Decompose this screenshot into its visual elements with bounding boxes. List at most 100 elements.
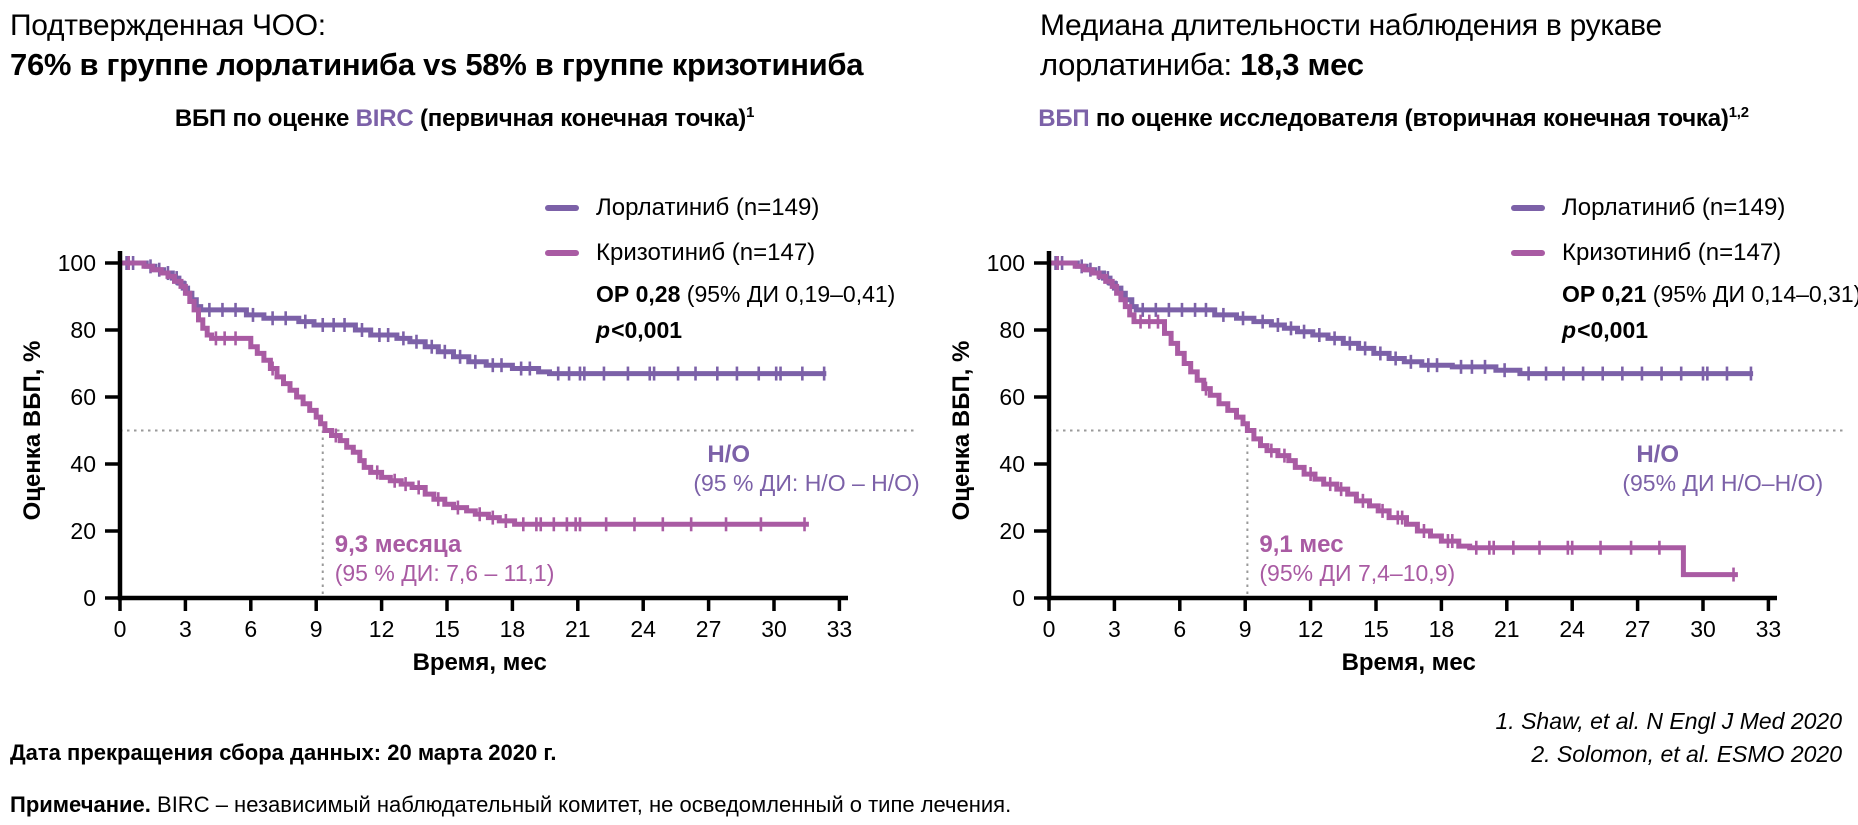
y-tick-label: 60 bbox=[999, 384, 1025, 410]
x-axis-label: Время, мес bbox=[1342, 649, 1476, 676]
x-tick-label: 0 bbox=[1043, 616, 1056, 642]
legend-item-lorlatinib: Лорлатиниб (n=149) bbox=[1511, 185, 1858, 230]
header-right: Медиана длительности наблюдения в рукаве… bbox=[1040, 6, 1850, 85]
p-value-text: p<0,001 bbox=[1562, 317, 1649, 343]
chart-title-accent: BIRC bbox=[355, 105, 414, 132]
header-right-line1: Медиана длительности наблюдения в рукаве bbox=[1040, 9, 1662, 42]
median-annotation-ci: (95% ДИ 7,4–10,9) bbox=[1259, 560, 1455, 586]
legend-swatch-lorlatinib bbox=[545, 204, 579, 211]
chart-title: ВБП по оценке BIRC (первичная конечная т… bbox=[0, 105, 929, 133]
median-annotation-ci: (95 % ДИ: 7,6 – 11,1) bbox=[335, 560, 555, 586]
x-tick-label: 27 bbox=[1625, 616, 1651, 642]
legend-label: Лорлатиниб (n=149) bbox=[596, 193, 820, 221]
median-annotation-label: 9,1 мес bbox=[1259, 531, 1343, 558]
reference-2: 2. Solomon, et al. ESMO 2020 bbox=[1531, 741, 1842, 767]
km-plot: 0 20 40 60 80 100 0 3 6 9 12 15 18 21 24 27 30 33 Время, м… bbox=[948, 250, 1845, 676]
legend: Лорлатиниб (n=149) Кризотиниб (n=147) ОР 0… bbox=[545, 185, 895, 344]
data-cutoff-note: Дата прекращения сбора данных: 20 марта … bbox=[10, 740, 557, 765]
censor-ticks-crizotinib bbox=[127, 256, 806, 532]
header-left: Подтвержденная ЧОО: 76% в группе лорлати… bbox=[10, 6, 930, 85]
censor-ticks-lorlatinib bbox=[125, 256, 826, 381]
chart-title-text: по оценке исследователя (вторичная конеч… bbox=[1089, 105, 1729, 132]
median-annotation-label: 9,3 месяца bbox=[335, 531, 462, 558]
y-tick-label: 80 bbox=[999, 317, 1025, 343]
header-left-line2: 76% в группе лорлатиниба vs 58% в группе… bbox=[10, 47, 864, 82]
footnote-label: Примечание. bbox=[10, 792, 151, 817]
hazard-ratio-text: ОР 0,28 (95% ДИ 0,19–0,41) bbox=[596, 281, 896, 307]
chart-title-text: (первичная конечная точка) bbox=[413, 105, 747, 132]
x-tick-label: 33 bbox=[1756, 616, 1782, 642]
x-tick-label: 24 bbox=[630, 616, 656, 642]
chart-title-accent: ВБП bbox=[1038, 105, 1090, 132]
x-tick-label: 18 bbox=[1429, 616, 1455, 642]
y-tick-label: 20 bbox=[70, 518, 96, 544]
y-tick-label: 40 bbox=[999, 451, 1025, 477]
km-curve-crizotinib bbox=[1049, 260, 1738, 578]
legend-label: Кризотиниб (n=147) bbox=[1562, 238, 1782, 266]
x-tick-label: 12 bbox=[369, 616, 395, 642]
chart-title: ВБП по оценке исследователя (вторичная к… bbox=[929, 105, 1858, 133]
legend-label: Кризотиниб (n=147) bbox=[596, 238, 816, 266]
x-tick-label: 15 bbox=[434, 616, 460, 642]
legend-label: Лорлатиниб (n=149) bbox=[1562, 193, 1786, 221]
x-tick-label: 6 bbox=[244, 616, 257, 642]
chart-title-superscript: 1,2 bbox=[1728, 105, 1749, 121]
km-curve-crizotinib bbox=[120, 260, 809, 527]
p-value-text: p<0,001 bbox=[596, 317, 683, 343]
x-tick-label: 18 bbox=[500, 616, 526, 642]
chart-title-text: ВБП по оценке bbox=[174, 105, 356, 132]
legend-item-crizotinib: Кризотиниб (n=147) bbox=[545, 230, 895, 275]
not-reached-annotation-label: Н/О bbox=[1636, 441, 1679, 468]
references: 1. Shaw, et al. N Engl J Med 2020 2. Sol… bbox=[1496, 705, 1842, 771]
x-tick-label: 3 bbox=[1108, 616, 1121, 642]
y-tick-label: 20 bbox=[999, 518, 1025, 544]
x-tick-label: 0 bbox=[114, 616, 127, 642]
header-right-line2: лорлатиниба: 18,3 мес bbox=[1040, 45, 1850, 85]
not-reached-annotation-ci: (95% ДИ Н/О–Н/О) bbox=[1622, 470, 1823, 496]
header-right-line2-value: 18,3 мес bbox=[1240, 47, 1364, 82]
x-tick-label: 33 bbox=[827, 616, 853, 642]
km-plot: 0 20 40 60 80 100 0 3 6 9 12 15 18 21 24 27 30 33 Время, м… bbox=[19, 250, 920, 676]
hazard-ratio-text: ОР 0,21 (95% ДИ 0,14–0,31) bbox=[1562, 281, 1858, 307]
legend-item-lorlatinib: Лорлатиниб (n=149) bbox=[545, 185, 895, 230]
header-left-line1: Подтвержденная ЧОО: bbox=[10, 9, 326, 42]
x-tick-label: 9 bbox=[1239, 616, 1252, 642]
footnote-text: BIRC – независимый наблюдательный комите… bbox=[150, 792, 1012, 817]
y-axis-label: Оценка ВБП, % bbox=[948, 341, 975, 521]
reference-1: 1. Shaw, et al. N Engl J Med 2020 bbox=[1495, 708, 1842, 734]
legend: Лорлатиниб (n=149) Кризотиниб (n=147) ОР 0… bbox=[1511, 185, 1858, 344]
y-tick-label: 60 bbox=[70, 384, 96, 410]
y-tick-label: 100 bbox=[58, 250, 96, 276]
not-reached-annotation-ci: (95 % ДИ: Н/О – Н/О) bbox=[693, 470, 919, 496]
legend-item-crizotinib: Кризотиниб (n=147) bbox=[1511, 230, 1858, 275]
legend-swatch-crizotinib bbox=[1511, 249, 1545, 256]
x-tick-label: 12 bbox=[1298, 616, 1324, 642]
y-tick-label: 100 bbox=[987, 250, 1025, 276]
x-tick-label: 6 bbox=[1173, 616, 1186, 642]
y-tick-label: 0 bbox=[83, 585, 96, 611]
x-tick-label: 30 bbox=[761, 616, 787, 642]
x-tick-label: 27 bbox=[696, 616, 722, 642]
y-tick-label: 0 bbox=[1012, 585, 1025, 611]
not-reached-annotation-label: Н/О bbox=[707, 441, 750, 468]
footnote: Примечание. BIRC – независимый наблюдате… bbox=[10, 792, 1011, 818]
header-right-line2-prefix: лорлатиниба: bbox=[1040, 47, 1241, 82]
y-axis-label: Оценка ВБП, % bbox=[19, 341, 46, 521]
x-axis-label: Время, мес bbox=[413, 649, 547, 676]
x-tick-label: 24 bbox=[1559, 616, 1585, 642]
km-chart-birc: ВБП по оценке BIRC (первичная конечная т… bbox=[0, 95, 929, 795]
x-tick-label: 21 bbox=[1494, 616, 1520, 642]
x-tick-label: 3 bbox=[179, 616, 192, 642]
x-tick-label: 15 bbox=[1363, 616, 1389, 642]
x-tick-label: 21 bbox=[565, 616, 591, 642]
x-tick-label: 9 bbox=[310, 616, 323, 642]
y-tick-label: 40 bbox=[70, 451, 96, 477]
legend-swatch-lorlatinib bbox=[1511, 204, 1545, 211]
km-chart-investigator: ВБП по оценке исследователя (вторичная к… bbox=[929, 95, 1858, 795]
x-tick-label: 30 bbox=[1690, 616, 1716, 642]
y-tick-label: 80 bbox=[70, 317, 96, 343]
censor-ticks-crizotinib bbox=[1056, 256, 1735, 582]
legend-swatch-crizotinib bbox=[545, 249, 579, 256]
chart-title-superscript: 1 bbox=[746, 105, 755, 121]
